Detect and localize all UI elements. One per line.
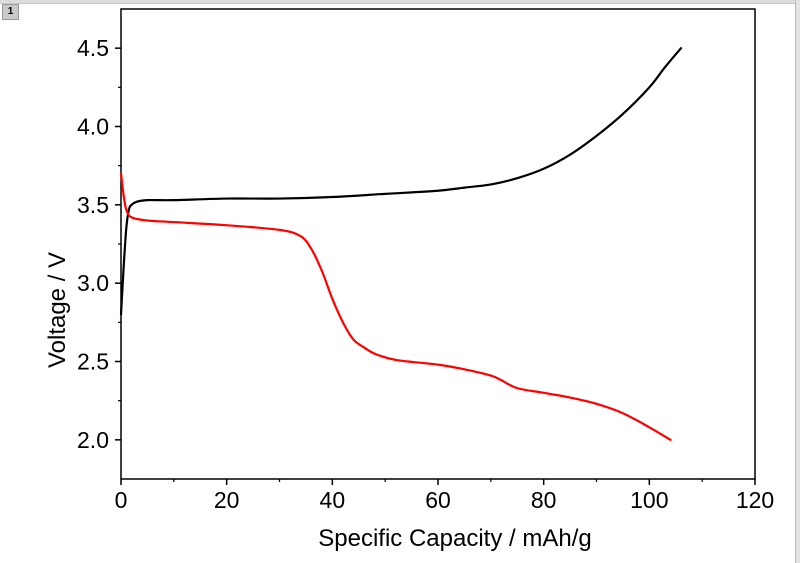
plot-frame (120, 8, 756, 480)
x-tick-label: 60 (425, 487, 451, 513)
page-tab[interactable]: 1 (2, 4, 19, 20)
x-tick-label: 120 (736, 487, 774, 513)
y-tick-label: 3.5 (77, 192, 109, 218)
x-tick-label: 80 (531, 487, 557, 513)
x-tick-label: 100 (630, 487, 668, 513)
y-tick-label: 4.5 (77, 35, 109, 61)
y-tick-label: 3.0 (77, 270, 109, 296)
x-tick-label: 0 (115, 487, 128, 513)
x-tick-label: 20 (214, 487, 240, 513)
y-tick-label: 2.5 (77, 349, 109, 375)
window-top-bar (0, 0, 800, 4)
x-tick-label: 40 (320, 487, 346, 513)
discharge-curve-line (119, 172, 672, 441)
x-axis-title: Specific Capacity / mAh/g (318, 525, 591, 552)
window-right-edge (795, 0, 800, 563)
y-tick-label: 4.0 (77, 114, 109, 140)
y-axis-title: Voltage / V (44, 252, 71, 368)
charge-curve-line (119, 47, 683, 316)
y-tick-label: 2.0 (77, 427, 109, 453)
